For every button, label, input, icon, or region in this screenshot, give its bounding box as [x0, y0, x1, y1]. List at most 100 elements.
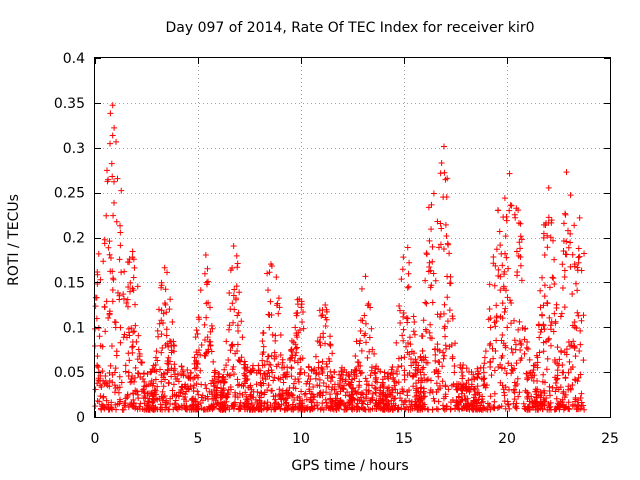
data-point [561, 267, 568, 274]
data-point [320, 334, 327, 341]
data-point [188, 396, 195, 403]
data-point [328, 403, 335, 410]
data-point [273, 274, 280, 281]
data-point [580, 312, 587, 319]
data-point [485, 316, 492, 323]
data-point [420, 317, 427, 324]
data-point [552, 358, 559, 365]
data-point [426, 329, 433, 336]
data-point [163, 332, 170, 339]
data-point [364, 401, 371, 408]
data-point [565, 339, 572, 346]
data-point [207, 341, 214, 348]
data-point [103, 397, 110, 404]
data-point [553, 395, 560, 402]
data-point [407, 406, 414, 413]
data-point [130, 274, 137, 281]
data-point [271, 406, 278, 413]
data-point [389, 363, 396, 370]
data-point [111, 199, 118, 206]
data-point [340, 385, 347, 392]
data-point [558, 310, 565, 317]
data-point [322, 314, 329, 321]
data-point [206, 304, 213, 311]
data-point [121, 331, 128, 338]
data-point [419, 366, 426, 373]
data-point [238, 354, 245, 361]
data-point [94, 380, 101, 387]
data-point [361, 312, 368, 319]
data-point [208, 348, 215, 355]
data-point [308, 398, 315, 405]
data-point [145, 406, 152, 413]
data-point [404, 392, 411, 399]
data-point [440, 143, 447, 150]
data-point [420, 354, 427, 361]
data-point [517, 254, 524, 261]
data-point [315, 359, 322, 366]
data-point [569, 363, 576, 370]
data-point [522, 387, 529, 394]
data-point [271, 374, 278, 381]
data-point [337, 380, 344, 387]
data-point [466, 368, 473, 375]
data-point [444, 318, 451, 325]
data-point [154, 383, 161, 390]
data-point [450, 381, 457, 388]
data-point [346, 392, 353, 399]
data-point [195, 314, 202, 321]
data-point [498, 250, 505, 257]
data-point [356, 340, 363, 347]
data-point [548, 318, 555, 325]
data-point [433, 380, 440, 387]
data-point [547, 342, 554, 349]
data-point [480, 376, 487, 383]
data-point [377, 368, 384, 375]
data-point [158, 331, 165, 338]
data-point [479, 396, 486, 403]
data-point [439, 363, 446, 370]
data-point [553, 301, 560, 308]
data-point [409, 373, 416, 380]
data-point [560, 248, 567, 255]
data-point [296, 405, 303, 412]
data-point [194, 330, 201, 337]
data-point [508, 202, 515, 209]
data-point [555, 362, 562, 369]
data-point [109, 132, 116, 139]
data-point [297, 397, 304, 404]
data-point [440, 405, 447, 412]
data-point [398, 276, 405, 283]
data-point [110, 275, 117, 282]
data-point [244, 396, 251, 403]
data-point [135, 395, 142, 402]
data-point [565, 399, 572, 406]
data-point [279, 359, 286, 366]
data-point [540, 348, 547, 355]
data-point [99, 368, 106, 375]
data-point [477, 364, 484, 371]
data-point [537, 389, 544, 396]
data-point [391, 378, 398, 385]
data-point [292, 376, 299, 383]
data-point [515, 393, 522, 400]
data-point [266, 373, 273, 380]
data-point [490, 355, 497, 362]
data-point [205, 278, 212, 285]
data-point [418, 397, 425, 404]
data-point [291, 397, 298, 404]
data-point [269, 331, 276, 338]
data-point [499, 315, 506, 322]
data-point [555, 386, 562, 393]
data-point [315, 371, 322, 378]
data-point [388, 387, 395, 394]
data-point [540, 322, 547, 329]
data-point [123, 299, 130, 306]
data-point [358, 369, 365, 376]
data-point [290, 406, 297, 413]
data-point [320, 380, 327, 387]
data-point [534, 359, 541, 366]
data-point [264, 270, 271, 277]
data-point [420, 385, 427, 392]
data-point [460, 405, 467, 412]
